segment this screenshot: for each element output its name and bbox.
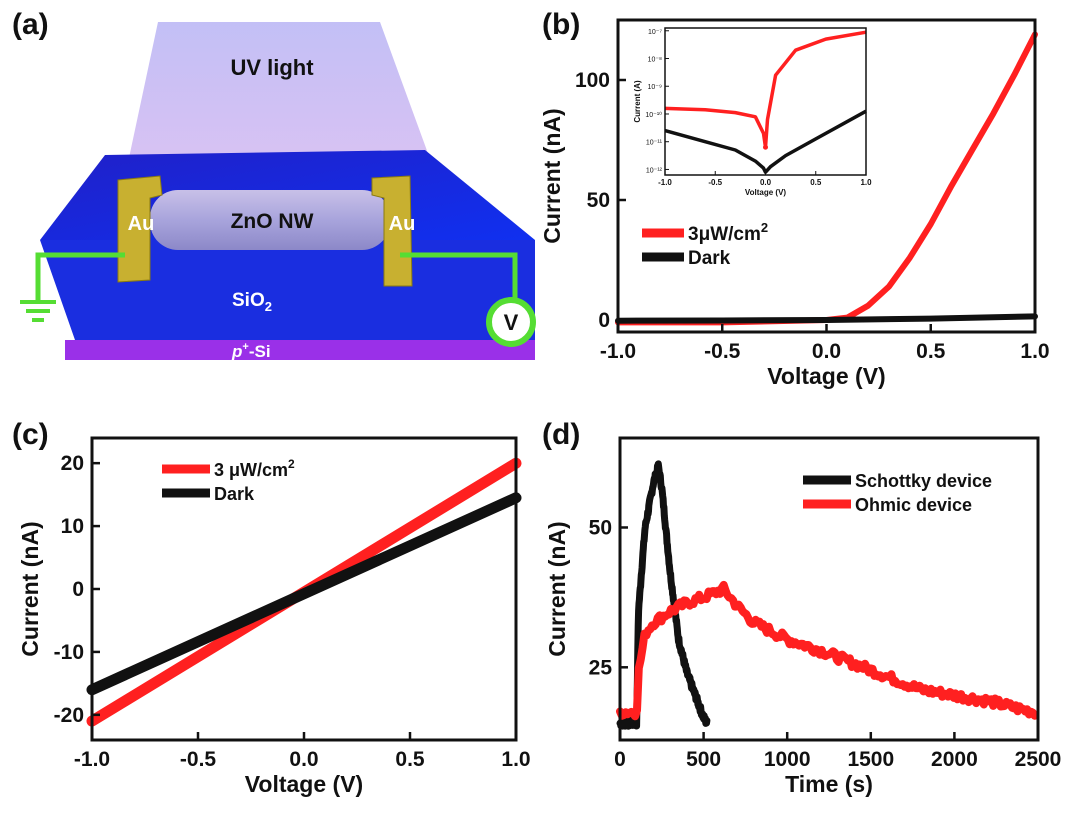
- chart-b: -1.0 -0.5 0.0 0.5 1.0 0 50 100 Voltage (V) Curren…: [539, 18, 1050, 389]
- inset-x-tick-label: -1.0: [658, 178, 672, 187]
- meter-wire: [400, 252, 518, 300]
- legend-label: Ohmic device: [855, 495, 972, 515]
- x-axis-label: Voltage (V): [767, 363, 885, 389]
- x-tick-label: 0: [614, 748, 626, 771]
- x-tick-label: 2500: [1015, 748, 1062, 771]
- y-tick-label: 10: [61, 515, 84, 538]
- panel-a-letter: (a): [12, 8, 49, 41]
- x-tick-label: 0.0: [812, 340, 841, 363]
- oxide-label: SiO2: [232, 290, 272, 314]
- y-tick-label: 50: [587, 189, 610, 212]
- y-axis-label: Current (nA): [544, 521, 570, 656]
- inset-x-tick-label: 1.0: [860, 178, 872, 187]
- panel-b-letter: (b): [542, 8, 581, 41]
- legend-label: Dark: [214, 484, 255, 504]
- device-schematic: V UV light Au Au ZnO NW SiO2 p+-Si: [20, 22, 536, 361]
- legend-label: 3μW/cm2: [688, 220, 768, 245]
- inset-y-axis-label: Current (A): [633, 80, 642, 123]
- au-label-left: Au: [128, 213, 155, 235]
- y-tick-label: 0: [72, 578, 84, 601]
- x-tick-label: 0.5: [395, 748, 425, 771]
- series-dark-line: [615, 313, 1038, 324]
- y-tick-label: 0: [598, 309, 610, 332]
- inset-y-tick-label: 10⁻⁷: [648, 29, 662, 36]
- inset-x-tick-label: -0.5: [708, 178, 722, 187]
- y-tick-label: 50: [589, 516, 612, 539]
- inset-series-line: [664, 109, 867, 174]
- panel-d-letter: (d): [542, 418, 581, 451]
- uv-light-label: UV light: [230, 55, 314, 80]
- inset-red-point: [763, 144, 768, 150]
- legend-label: 3 μW/cm2: [214, 457, 295, 480]
- ground-wire: [35, 252, 125, 300]
- x-tick-label: -1.0: [74, 748, 110, 771]
- au-electrode-left: [117, 175, 163, 283]
- x-axis-label: Time (s): [785, 771, 873, 797]
- x-tick-label: -0.5: [180, 748, 217, 771]
- chart-d: 0 500 1000 1500 2000 2500 25 50 Time (s) Current …: [544, 436, 1062, 797]
- inset-y-tick-label: 10⁻¹⁰: [645, 111, 662, 119]
- chart-c: -1.0 -0.5 0.0 0.5 1.0 -20 -10 0 10 20 Voltage (V) C…: [17, 436, 531, 797]
- plot-frame: [618, 436, 1040, 742]
- x-tick-label: 0.5: [916, 340, 946, 363]
- legend-label: Dark: [688, 248, 731, 269]
- legend-label: Schottky device: [855, 471, 992, 491]
- nanowire-label: ZnO NW: [231, 210, 314, 233]
- y-tick-label: 100: [575, 69, 610, 92]
- voltmeter-icon: [486, 297, 536, 347]
- y-axis-label: Current (nA): [17, 521, 43, 656]
- x-tick-label: 0.0: [289, 748, 318, 771]
- series-dark-line: [86, 492, 522, 696]
- panel-c-letter: (c): [12, 418, 49, 451]
- series-ohmic-device-line: [616, 580, 1039, 721]
- substrate-label: p+-Si: [231, 341, 271, 361]
- voltmeter-label: V: [504, 310, 519, 335]
- inset-x-tick-label: 0.5: [810, 178, 822, 187]
- x-tick-label: -1.0: [600, 340, 636, 363]
- inset-x-axis-label: Voltage (V): [745, 188, 787, 197]
- au-electrode-right: [371, 175, 413, 287]
- x-tick-label: -0.5: [704, 340, 741, 363]
- inset-y-tick-label: 10⁻¹²: [646, 167, 663, 174]
- y-tick-label: 20: [61, 452, 84, 475]
- inset-y-tick-label: 10⁻⁹: [648, 84, 662, 91]
- x-tick-label: 2000: [931, 748, 978, 771]
- substrate-layer: [65, 340, 535, 360]
- y-tick-label: -10: [54, 641, 84, 664]
- series-schottky-device-line: [616, 460, 711, 730]
- inset-background: [665, 28, 866, 175]
- inset-y-tick-label: 10⁻¹¹: [646, 140, 663, 147]
- inset-x-tick-label: 0.0: [760, 178, 772, 187]
- y-axis-label: Current (nA): [539, 108, 565, 243]
- x-tick-label: 1500: [847, 748, 894, 771]
- y-tick-label: -20: [54, 704, 84, 727]
- x-tick-label: 1.0: [501, 748, 530, 771]
- x-tick-label: 1.0: [1020, 340, 1049, 363]
- ground-symbol-icon: [20, 300, 56, 322]
- x-axis-label: Voltage (V): [245, 771, 363, 797]
- y-tick-label: 25: [589, 656, 613, 679]
- zno-nanowire: [150, 190, 390, 250]
- x-tick-label: 1000: [764, 748, 811, 771]
- au-label-right: Au: [389, 213, 416, 235]
- x-tick-label: 500: [686, 748, 721, 771]
- inset-y-tick-label: 10⁻⁸: [648, 57, 662, 64]
